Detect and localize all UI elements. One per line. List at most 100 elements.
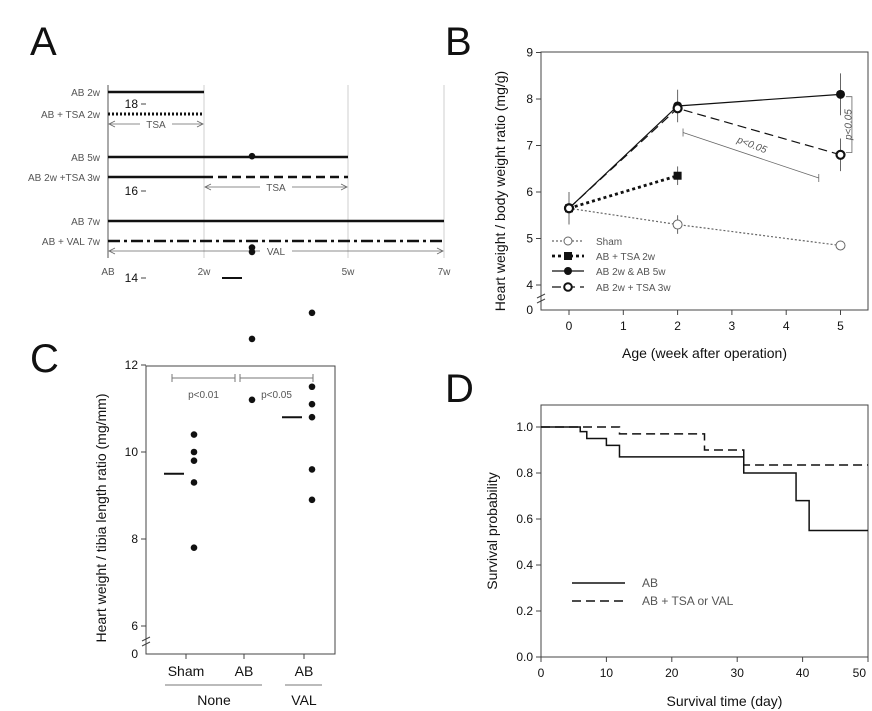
row-label: AB + VAL 7w: [42, 237, 101, 248]
panel-label-b: B: [445, 20, 472, 64]
y-tick-label: 7: [526, 139, 533, 153]
data-point: [672, 219, 683, 230]
treatment-label-bg: [140, 117, 172, 131]
data-point: [308, 413, 316, 421]
significance-bracket: [845, 96, 853, 153]
panel-c-chart: 0 6 8 10 12 14 16 18 Heart weight / tibia length…: [93, 97, 336, 708]
y-tick-label: 0.4: [516, 558, 533, 572]
row-label: AB 5w: [71, 153, 101, 164]
row-label: AB 2w: [71, 88, 101, 99]
y-tick-label: 4: [526, 278, 533, 292]
series-line: [568, 107, 841, 209]
y-tick-label: 8: [526, 92, 533, 106]
tick-label: 5w: [342, 267, 356, 278]
data-point: [563, 203, 575, 214]
row-label: AB + TSA 2w: [41, 110, 101, 121]
row-label: AB 7w: [71, 217, 101, 228]
legend-marker: [563, 282, 573, 292]
treatment-label: TSA: [146, 120, 166, 131]
series-line: [568, 174, 679, 210]
treatment-label-bg: [260, 244, 292, 258]
data-point: [248, 248, 256, 256]
x-tick-label: AB: [295, 663, 314, 679]
tick-label: 7w: [438, 267, 452, 278]
plot-frame: [540, 51, 869, 311]
x-axis-title: Age (week after operation): [622, 345, 787, 361]
legend-label: AB + TSA 2w: [596, 252, 656, 263]
data-point: [248, 335, 256, 343]
treatment-label: TSA: [266, 183, 286, 194]
tick-label: AB: [101, 267, 115, 278]
data-point: [308, 400, 316, 408]
y-tick-label: 6: [526, 185, 533, 199]
survival-curve: [541, 426, 868, 532]
data-point: [248, 396, 256, 404]
y-tick-label: 0.6: [516, 512, 533, 526]
legend-label: AB + TSA or VAL: [642, 594, 734, 608]
y-tick-label: 5: [526, 232, 533, 246]
data-point: [190, 448, 198, 456]
legend-label: AB 2w + TSA 3w: [596, 283, 671, 294]
data-point: [672, 103, 683, 114]
panel-label-a: A: [30, 20, 57, 64]
row-label: AB 2w +TSA 3w: [28, 173, 101, 184]
y-tick-label: 16: [125, 184, 139, 198]
data-point: [308, 309, 316, 317]
x-tick-label: 10: [600, 666, 614, 680]
x-axis-title: Survival time (day): [667, 693, 783, 709]
data-point: [673, 171, 682, 180]
arrow-head: [108, 120, 204, 128]
y-tick-label: 0.0: [516, 650, 533, 664]
data-point: [308, 466, 316, 473]
x-tick-label: 5: [837, 319, 844, 333]
y-tick-label: 9: [526, 46, 533, 60]
data-point: [835, 149, 846, 160]
x-tick-label: 20: [665, 666, 679, 680]
x-tick-label: 0: [566, 319, 573, 333]
panel-b-chart: 0 4 5 6 7 8 9 0 1 2 3 4 5 Age (week after operation) H…: [492, 46, 869, 361]
arrow-head: [108, 247, 444, 255]
panel-a-timeline: AB 2w 5w 7w AB 2w AB + TSA 2w TSA AB 5w AB 2w +T…: [28, 85, 451, 278]
panel-d-chart: 0.0 0.2 0.4 0.6 0.8 1.0 0 10 20 30 40 50 Survival ti…: [484, 404, 869, 709]
y-tick-label: 18: [125, 97, 139, 111]
axis-break-y: [141, 636, 151, 647]
data-point: [835, 240, 846, 251]
group-label: VAL: [291, 692, 317, 708]
treatment-label: VAL: [267, 247, 286, 258]
y-tick-label: 0: [131, 647, 138, 661]
data-point: [190, 431, 198, 438]
y-tick-label: 12: [125, 358, 139, 372]
y-tick-label: 8: [131, 532, 138, 546]
data-point: [190, 457, 198, 465]
x-tick-label: AB: [235, 663, 254, 679]
significance-bracket: [682, 128, 820, 183]
x-tick-label: 4: [783, 319, 790, 333]
data-point: [308, 496, 316, 504]
significance-label: p<0.01: [188, 390, 219, 401]
data-point: [190, 544, 198, 551]
significance-label: p<0.05: [843, 109, 854, 141]
data-point: [308, 383, 316, 391]
y-axis-title: Heart weight / body weight ratio (mg/g): [492, 71, 508, 311]
x-tick-label: Sham: [168, 663, 205, 679]
legend-marker: [564, 252, 572, 260]
data-point: [836, 89, 845, 99]
y-tick-label: 14: [125, 271, 139, 285]
data-point: [190, 479, 198, 486]
significance-bracket: [239, 374, 314, 382]
x-tick-label: 50: [853, 666, 867, 680]
legend-label: AB: [642, 576, 658, 590]
y-tick-label: 0.2: [516, 604, 533, 618]
x-tick-label: 30: [731, 666, 745, 680]
x-tick-label: 40: [796, 666, 810, 680]
y-axis-title: Heart weight / tibia length ratio (mg/mm…: [93, 394, 109, 643]
significance-label: p<0.05: [261, 390, 292, 401]
legend-label: AB 2w & AB 5w: [596, 267, 666, 278]
x-tick-label: 1: [620, 319, 627, 333]
x-tick-label: 0: [538, 666, 545, 680]
legend-label: Sham: [596, 237, 622, 248]
y-tick-label: 6: [131, 619, 138, 633]
survival-curve: [541, 426, 868, 466]
arrow-head: [204, 183, 348, 191]
